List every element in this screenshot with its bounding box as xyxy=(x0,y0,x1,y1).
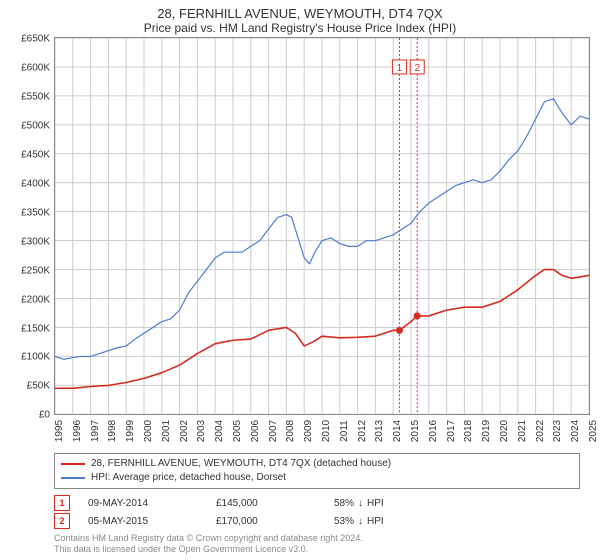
y-tick-label: £200K xyxy=(21,294,50,305)
transactions-table: 1 09-MAY-2014 £145,000 58% HPI 2 05-MAY-2015 £… xyxy=(54,493,580,531)
x-tick-label: 1997 xyxy=(90,420,101,442)
y-tick-label: £650K xyxy=(21,34,50,45)
y-tick-label: £450K xyxy=(21,150,50,161)
transaction-delta: 58% HPI xyxy=(334,498,384,509)
x-tick-label: 2023 xyxy=(552,420,563,442)
x-tick-label: 2015 xyxy=(410,420,421,442)
down-arrow-icon xyxy=(358,498,363,509)
y-tick-label: £400K xyxy=(21,178,50,189)
y-tick-label: £150K xyxy=(21,323,50,334)
legend-item: 28, FERNHILL AVENUE, WEYMOUTH, DT4 7QX (… xyxy=(61,457,573,471)
y-tick-label: £500K xyxy=(21,121,50,132)
x-tick-label: 2022 xyxy=(535,420,546,442)
chart-titles: 28, FERNHILL AVENUE, WEYMOUTH, DT4 7QX P… xyxy=(10,6,590,35)
chart-card: 28, FERNHILL AVENUE, WEYMOUTH, DT4 7QX P… xyxy=(0,0,600,560)
x-tick-label: 2000 xyxy=(143,420,154,442)
transaction-price: £170,000 xyxy=(216,516,316,527)
svg-text:1: 1 xyxy=(397,63,403,74)
x-tick-label: 2024 xyxy=(570,420,581,442)
legend: 28, FERNHILL AVENUE, WEYMOUTH, DT4 7QX (… xyxy=(54,453,580,489)
x-tick-label: 1995 xyxy=(54,420,65,442)
x-tick-label: 2010 xyxy=(321,420,332,442)
legend-swatch xyxy=(61,463,85,465)
y-axis-ticks: £0£50K£100K£150K£200K£250K£300K£350K£400… xyxy=(10,37,54,415)
transaction-price: £145,000 xyxy=(216,498,316,509)
x-tick-label: 2006 xyxy=(250,420,261,442)
x-tick-label: 2012 xyxy=(357,420,368,442)
legend-label: HPI: Average price, detached house, Dors… xyxy=(91,471,286,485)
transaction-row: 1 09-MAY-2014 £145,000 58% HPI xyxy=(54,495,580,511)
x-tick-label: 2016 xyxy=(428,420,439,442)
x-axis-ticks: 1995 1996 1997 1998 1999 2000 2001 2002 2003 2004… xyxy=(54,415,590,451)
x-tick-label: 2017 xyxy=(446,420,457,442)
x-tick-label: 2003 xyxy=(196,420,207,442)
x-tick-label: 2009 xyxy=(303,420,314,442)
transaction-delta: 53% HPI xyxy=(334,516,384,527)
x-tick-label: 2018 xyxy=(463,420,474,442)
y-tick-label: £100K xyxy=(21,352,50,363)
y-tick-label: £250K xyxy=(21,265,50,276)
x-tick-label: 1999 xyxy=(125,420,136,442)
x-tick-label: 2005 xyxy=(232,420,243,442)
legend-swatch xyxy=(61,477,85,479)
transaction-date: 05-MAY-2015 xyxy=(88,516,198,527)
legend-label: 28, FERNHILL AVENUE, WEYMOUTH, DT4 7QX (… xyxy=(91,457,391,471)
legend-item: HPI: Average price, detached house, Dors… xyxy=(61,471,573,485)
down-arrow-icon xyxy=(358,516,363,527)
chart-title: 28, FERNHILL AVENUE, WEYMOUTH, DT4 7QX xyxy=(10,6,590,21)
y-tick-label: £0 xyxy=(39,410,50,421)
x-tick-label: 2004 xyxy=(214,420,225,442)
y-tick-label: £600K xyxy=(21,63,50,74)
x-tick-label: 2011 xyxy=(339,421,350,443)
transaction-date: 09-MAY-2014 xyxy=(88,498,198,509)
chart-area: £0 £50K £100K £150K £200K £250K £300K £350K £400… xyxy=(10,37,590,451)
x-tick-label: 2001 xyxy=(161,420,172,442)
y-tick-label: £350K xyxy=(21,207,50,218)
svg-text:2: 2 xyxy=(414,63,420,74)
x-tick-label: 1996 xyxy=(72,420,83,442)
x-tick-label: 2008 xyxy=(285,420,296,442)
y-tick-label: £550K xyxy=(21,92,50,103)
x-tick-label: 2014 xyxy=(392,420,403,442)
y-tick-label: £50K xyxy=(27,381,50,392)
plot-svg: 12 xyxy=(55,38,589,414)
credit-line: Contains HM Land Registry data © Crown c… xyxy=(54,533,580,543)
credit-line: This data is licensed under the Open Gov… xyxy=(54,544,580,554)
transaction-marker-box: 1 xyxy=(54,495,70,511)
y-tick-label: £300K xyxy=(21,236,50,247)
x-tick-label: 2021 xyxy=(517,420,528,442)
x-tick-label: 2013 xyxy=(374,420,385,442)
transaction-row: 2 05-MAY-2015 £170,000 53% HPI xyxy=(54,513,580,529)
x-tick-label: 2019 xyxy=(481,420,492,442)
transaction-marker-box: 2 xyxy=(54,513,70,529)
x-tick-label: 2020 xyxy=(499,420,510,442)
x-tick-label: 1998 xyxy=(107,420,118,442)
plot-region: 12 xyxy=(54,37,590,415)
x-tick-label: 2007 xyxy=(268,420,279,442)
x-tick-label: 2002 xyxy=(179,420,190,442)
credit-text: Contains HM Land Registry data © Crown c… xyxy=(54,533,580,554)
chart-subtitle: Price paid vs. HM Land Registry's House … xyxy=(10,21,590,35)
x-tick-label: 2025 xyxy=(588,420,599,442)
